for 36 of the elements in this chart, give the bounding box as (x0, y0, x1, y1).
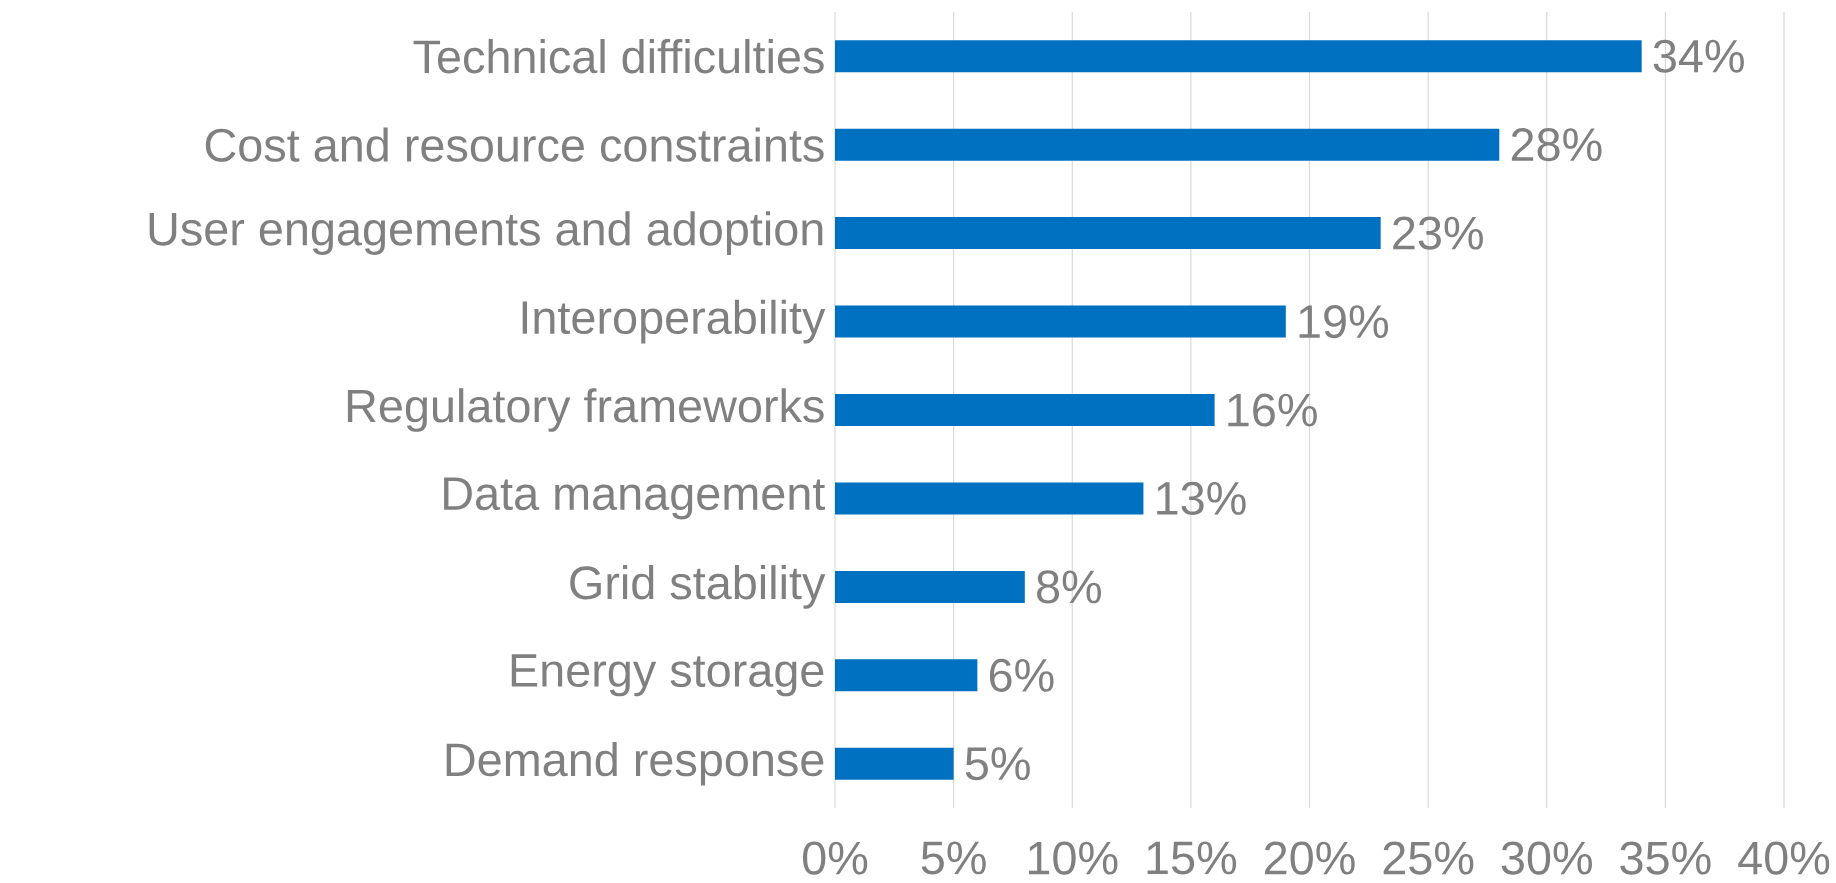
bar (835, 305, 1286, 338)
x-tick-label: 40% (1738, 841, 1830, 875)
y-tick-label: Regulatory frameworks (347, 388, 824, 432)
bar (835, 659, 978, 692)
x-tick-label: 15% (1147, 841, 1237, 875)
bar (835, 482, 1144, 515)
y-tick-label: Data management (444, 477, 826, 520)
y-tick-label: Demand response (446, 741, 824, 786)
x-tick-label: 10% (1028, 841, 1118, 875)
data-label: 6% (989, 658, 1054, 692)
data-label: 23% (1393, 216, 1483, 250)
x-tick-label: 35% (1620, 841, 1711, 875)
x-tick-label: 30% (1501, 841, 1592, 875)
bar (835, 217, 1381, 250)
y-tick-label: Grid stability (570, 565, 826, 609)
data-label: 16% (1228, 393, 1317, 427)
y-tick-label: Energy storage (511, 654, 824, 697)
data-label: 34% (1653, 39, 1744, 73)
bar (835, 394, 1215, 427)
data-label: 28% (1511, 128, 1602, 162)
y-tick-label: Technical difficulties (413, 39, 824, 74)
data-label: 5% (965, 747, 1030, 781)
y-tick-label: User engagements and adoption (149, 211, 823, 255)
x-tick-label: 5% (921, 841, 986, 875)
y-tick-label: Cost and resource constraints (205, 127, 824, 162)
data-label: 13% (1157, 481, 1246, 516)
x-tick-label: 20% (1265, 841, 1355, 875)
data-label: 19% (1299, 304, 1389, 339)
bar (835, 128, 1500, 161)
data-label: 8% (1037, 570, 1102, 604)
x-tick-label: 25% (1383, 841, 1474, 875)
bar (835, 570, 1025, 603)
bar (835, 747, 954, 780)
x-tick-label: 0% (802, 841, 868, 875)
bar (835, 40, 1642, 73)
y-tick-label: Interoperability (522, 299, 826, 344)
